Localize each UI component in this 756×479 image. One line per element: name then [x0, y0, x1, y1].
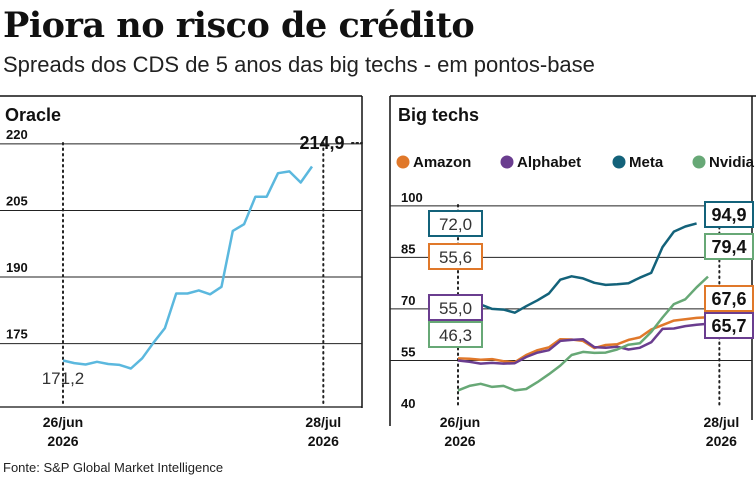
oracle-series-line: [62, 165, 314, 370]
oracle-x-tick-year: 2026: [308, 433, 339, 449]
bigtechs-start-label-meta: 72,0: [439, 215, 472, 234]
bigtechs-y-tick-label: 70: [401, 293, 415, 308]
legend-label-meta: Meta: [629, 154, 664, 171]
bigtechs-end-label-nvidia: 79,4: [711, 237, 746, 257]
bigtechs-legend: Amazon Alphabet Meta Nvidia: [396, 154, 755, 171]
bigtechs-panel-title: Big techs: [398, 105, 479, 125]
bigtechs-start-box-amazon: [428, 243, 483, 270]
oracle-y-tick-label: 190: [6, 260, 28, 275]
source-note: Fonte: S&P Global Market Intelligence: [3, 460, 224, 475]
bigtechs-y-tick-label: 100: [401, 190, 423, 205]
bigtechs-end-box-meta: [704, 201, 754, 228]
bigtechs-x-tick-year: 2026: [444, 433, 475, 449]
bigtechs-end-label-amazon: 67,6: [711, 289, 746, 309]
oracle-x-tick-label: 28/jul: [305, 414, 341, 430]
bigtechs-x-tick-label: 26/jun: [440, 414, 480, 430]
bigtechs-start-box-nvidia: [428, 321, 483, 348]
bigtechs-start-box-meta: [428, 210, 483, 237]
legend-swatch-meta: [612, 155, 626, 169]
bigtechs-plot: 40 55 70 85 100 26/jun 2026 28/jul 2026 55,6 55,0 7…: [390, 190, 754, 449]
legend-swatch-alphabet: [500, 155, 514, 169]
legend-label-amazon: Amazon: [413, 154, 471, 171]
legend-swatch-nvidia: [692, 155, 706, 169]
bigtechs-y-tick-label: 40: [401, 396, 415, 411]
oracle-panel-title: Oracle: [5, 105, 61, 125]
oracle-x-tick-year: 2026: [47, 433, 78, 449]
bigtechs-start-label-amazon: 55,6: [439, 248, 472, 267]
bigtechs-series-line-meta: [457, 222, 697, 314]
bigtechs-series-line-alphabet: [457, 322, 709, 365]
bigtechs-end-label-alphabet: 65,7: [711, 316, 746, 336]
oracle-x-tick-label: 26/jun: [43, 414, 83, 430]
oracle-end-value-label: 214,9: [299, 133, 344, 153]
bigtechs-start-label-nvidia: 46,3: [439, 326, 472, 345]
oracle-y-tick-label: 205: [6, 193, 28, 208]
bigtechs-end-box-amazon: [704, 285, 754, 312]
oracle-y-tick-label: 220: [6, 127, 28, 142]
bigtechs-series-line-amazon: [457, 315, 709, 364]
chart-title: Piora no risco de crédito: [3, 5, 475, 46]
bigtechs-end-box-nvidia: [704, 233, 754, 260]
bigtechs-start-box-alphabet: [428, 294, 483, 321]
bigtechs-start-label-alphabet: 55,0: [439, 299, 472, 318]
bigtechs-end-label-meta: 94,9: [711, 205, 746, 225]
oracle-y-tick-label: 175: [6, 327, 28, 342]
oracle-start-value-label: 171,2: [42, 369, 85, 388]
legend-label-nvidia: Nvidia: [709, 154, 755, 171]
bigtechs-x-tick-year: 2026: [706, 433, 737, 449]
legend-swatch-amazon: [396, 155, 410, 169]
bigtechs-y-tick-label: 55: [401, 344, 415, 359]
bigtechs-end-box-alphabet: [704, 312, 754, 339]
oracle-plot: 175 190 205 220 26/jun 2026 28/jul 2026 171,2 214…: [0, 127, 363, 449]
chart-subtitle: Spreads dos CDS de 5 anos das big techs …: [3, 52, 595, 77]
bigtechs-series-line-nvidia: [457, 275, 709, 392]
legend-label-alphabet: Alphabet: [517, 154, 581, 171]
bigtechs-y-tick-label: 85: [401, 241, 415, 256]
bigtechs-x-tick-label: 28/jul: [703, 414, 739, 430]
